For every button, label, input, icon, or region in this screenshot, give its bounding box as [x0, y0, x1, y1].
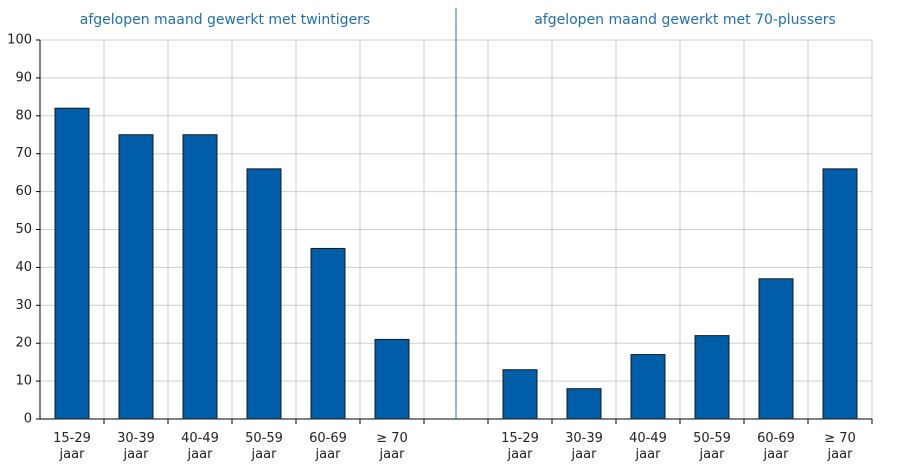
y-tick-label: 50 [15, 222, 32, 237]
y-tick-label: 40 [15, 260, 32, 275]
y-tick-label: 90 [15, 70, 32, 85]
y-tick-label: 80 [15, 108, 32, 123]
bar [54, 107, 90, 420]
bar [630, 354, 666, 420]
panel-title: afgelopen maand gewerkt met twintigers [80, 12, 370, 28]
y-tick-label: 70 [15, 146, 32, 161]
x-tick-label: 30-39 jaar [117, 431, 155, 462]
bar [694, 335, 730, 420]
bar [758, 278, 794, 420]
bar [246, 168, 282, 420]
panel-title: afgelopen maand gewerkt met 70-plussers [534, 12, 836, 28]
bar [310, 247, 346, 420]
x-tick-label: ≥ 70 jaar [824, 431, 856, 462]
bar [502, 369, 538, 420]
y-tick-label: 20 [15, 336, 32, 351]
y-tick-label: 60 [15, 184, 32, 199]
y-tick-label: 100 [7, 33, 32, 48]
bar [118, 134, 154, 420]
x-tick-label: 40-49 jaar [629, 431, 667, 462]
x-tick-label: 60-69 jaar [309, 431, 347, 462]
x-tick-label: 50-59 jaar [693, 431, 731, 462]
y-tick-label: 10 [15, 374, 32, 389]
y-tick-label: 30 [15, 298, 32, 313]
x-tick-label: 60-69 jaar [757, 431, 795, 462]
x-tick-label: ≥ 70 jaar [376, 431, 408, 462]
x-tick-label: 40-49 jaar [181, 431, 219, 462]
bar [182, 134, 218, 420]
bar [822, 168, 858, 420]
bar [374, 338, 410, 420]
y-tick-label: 0 [24, 412, 32, 427]
x-tick-label: 15-29 jaar [501, 431, 539, 462]
x-tick-label: 50-59 jaar [245, 431, 283, 462]
x-tick-label: 30-39 jaar [565, 431, 603, 462]
bar [566, 388, 602, 420]
x-tick-label: 15-29 jaar [53, 431, 91, 462]
